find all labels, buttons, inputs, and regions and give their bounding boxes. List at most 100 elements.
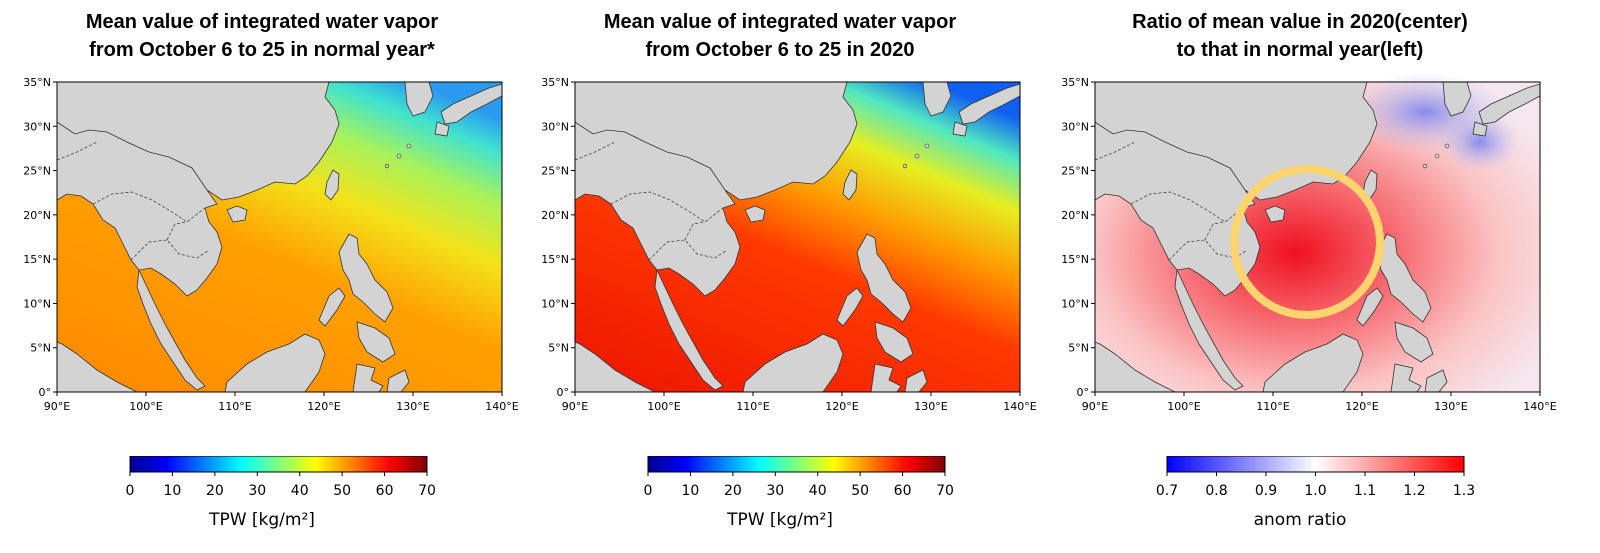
colorbar-tick-label: 1.1 (1354, 483, 1376, 499)
colorbar-tick-label: 50 (333, 483, 351, 499)
lat-tick-label: 25°N (23, 165, 51, 178)
lat-tick-label: 35°N (1061, 76, 1089, 89)
lat-tick-label: 30°N (1061, 120, 1089, 133)
lon-tick-label: 120°E (825, 400, 858, 413)
colorbar-tick-label: 0.9 (1255, 483, 1277, 499)
lon-tick-label: 110°E (218, 400, 251, 413)
lat-tick-label: 0° (557, 386, 570, 399)
lat-tick-label: 25°N (541, 165, 569, 178)
colorbar-label: anom ratio (1253, 510, 1347, 530)
colorbar: 0 10 20 30 40 50 60 70 (126, 456, 436, 499)
lon-axis: 90°E 100°E 110°E 120°E 130°E 140°E (44, 392, 519, 413)
lon-tick-label: 90°E (562, 400, 588, 413)
colorbar-tick-label: 70 (418, 483, 436, 499)
colorbar-tick-label: 10 (682, 483, 700, 499)
lon-tick-label: 90°E (1082, 400, 1108, 413)
highlight-circle (1230, 165, 1384, 319)
panel-ratio: Ratio of mean value in 2020(center) to t… (1040, 0, 1560, 553)
colorbar-tick-label: 0 (644, 483, 653, 499)
lat-tick-label: 15°N (23, 253, 51, 266)
title-line-2: from October 6 to 25 in 2020 (645, 39, 915, 61)
lon-tick-label: 100°E (1167, 400, 1200, 413)
panel-normal-year: Mean value of integrated water vapor fro… (2, 0, 522, 553)
lat-tick-label: 30°N (541, 120, 569, 133)
colorbar-tick-label: 40 (291, 483, 309, 499)
lon-tick-label: 130°E (396, 400, 429, 413)
lat-tick-label: 30°N (23, 120, 51, 133)
lat-tick-label: 10°N (1061, 297, 1089, 310)
colorbar-label: TPW [kg/m²] (727, 510, 833, 530)
lat-tick-label: 0° (39, 386, 52, 399)
lat-tick-label: 5°N (548, 342, 569, 355)
title-line-1: Ratio of mean value in 2020(center) (1132, 11, 1468, 33)
lat-tick-label: 5°N (1068, 342, 1089, 355)
lat-tick-label: 10°N (23, 297, 51, 310)
lat-axis: 35°N 30°N 25°N 20°N 15°N 10°N 5°N 0° (23, 76, 57, 399)
colorbar-tick-label: 10 (164, 483, 182, 499)
lat-tick-label: 5°N (30, 342, 51, 355)
colorbar-tick-label: 0 (126, 483, 135, 499)
lon-tick-label: 100°E (647, 400, 680, 413)
map-ratio: 35°N 30°N 25°N 20°N 15°N 10°N 5°N 0° 90°E 100°E 1… (1061, 72, 1557, 413)
colorbar-tick-label: 1.2 (1403, 483, 1425, 499)
title-line-1: Mean value of integrated water vapor (85, 11, 439, 33)
lat-axis: 35°N 30°N 25°N 20°N 15°N 10°N 5°N 0° (1061, 76, 1095, 399)
colorbar: 0 10 20 30 40 50 60 70 (644, 456, 954, 499)
lat-tick-label: 15°N (541, 253, 569, 266)
map-frame (1094, 81, 1541, 393)
title-line-2: from October 6 to 25 in normal year* (89, 39, 435, 61)
colorbar-tick-label: 70 (936, 483, 954, 499)
lon-tick-label: 140°E (1003, 400, 1036, 413)
lat-tick-label: 35°N (541, 76, 569, 89)
colorbar-tick-label: 0.7 (1156, 483, 1178, 499)
lat-tick-label: 20°N (23, 209, 51, 222)
lon-tick-label: 120°E (307, 400, 340, 413)
panel-title: Mean value of integrated water vapor fro… (2, 8, 522, 64)
negative-anomaly (1440, 112, 1520, 172)
colorbar-tick-label: 30 (248, 483, 266, 499)
lat-tick-label: 20°N (541, 209, 569, 222)
title-line-2: to that in normal year(left) (1176, 39, 1424, 61)
lon-tick-label: 140°E (485, 400, 518, 413)
panel-title: Mean value of integrated water vapor fro… (520, 8, 1040, 64)
colorbar-tick-label: 30 (766, 483, 784, 499)
lat-tick-label: 20°N (1061, 209, 1089, 222)
colorbar-tick-label: 1.3 (1453, 483, 1475, 499)
colorbar-tick-label: 20 (724, 483, 742, 499)
lat-tick-label: 15°N (1061, 253, 1089, 266)
colorbar-gradient (1166, 456, 1465, 473)
colorbar-tick-label: 60 (894, 483, 912, 499)
lon-tick-label: 120°E (1345, 400, 1378, 413)
lon-tick-label: 130°E (914, 400, 947, 413)
title-line-1: Mean value of integrated water vapor (603, 11, 957, 33)
lat-tick-label: 25°N (1061, 165, 1089, 178)
colorbar-tick-label: 0.8 (1205, 483, 1227, 499)
colorbar-tick-label: 1.0 (1304, 483, 1326, 499)
map-2020: 35°N 30°N 25°N 20°N 15°N 10°N 5°N 0° 90°E 100°E 1… (541, 76, 1037, 413)
lon-tick-label: 140°E (1523, 400, 1556, 413)
lon-tick-label: 110°E (736, 400, 769, 413)
colorbar-label: TPW [kg/m²] (209, 510, 315, 530)
map-normal-year: 35°N 30°N 25°N 20°N 15°N 10°N 5°N 0° 90°E 100°E 1… (23, 76, 519, 413)
colorbar-gradient (647, 456, 946, 473)
colorbar-gradient (129, 456, 428, 473)
panel-2020: Mean value of integrated water vapor fro… (520, 0, 1040, 553)
map-frame (56, 81, 503, 393)
colorbar-tick-label: 40 (809, 483, 827, 499)
lat-tick-label: 0° (1077, 386, 1090, 399)
colorbar: 0.7 0.8 0.9 1.0 1.1 1.2 1.3 (1156, 456, 1475, 499)
lat-tick-label: 35°N (23, 76, 51, 89)
colorbar-tick-label: 20 (206, 483, 224, 499)
lon-tick-label: 100°E (129, 400, 162, 413)
lon-axis: 90°E 100°E 110°E 120°E 130°E 140°E (1082, 392, 1557, 413)
lon-axis: 90°E 100°E 110°E 120°E 130°E 140°E (562, 392, 1037, 413)
lat-axis: 35°N 30°N 25°N 20°N 15°N 10°N 5°N 0° (541, 76, 575, 399)
map-frame (574, 81, 1021, 393)
lon-tick-label: 110°E (1256, 400, 1289, 413)
lon-tick-label: 90°E (44, 400, 70, 413)
panel-title: Ratio of mean value in 2020(center) to t… (1040, 8, 1560, 64)
colorbar-tick-label: 60 (376, 483, 394, 499)
colorbar-tick-label: 50 (851, 483, 869, 499)
lat-tick-label: 10°N (541, 297, 569, 310)
lon-tick-label: 130°E (1434, 400, 1467, 413)
